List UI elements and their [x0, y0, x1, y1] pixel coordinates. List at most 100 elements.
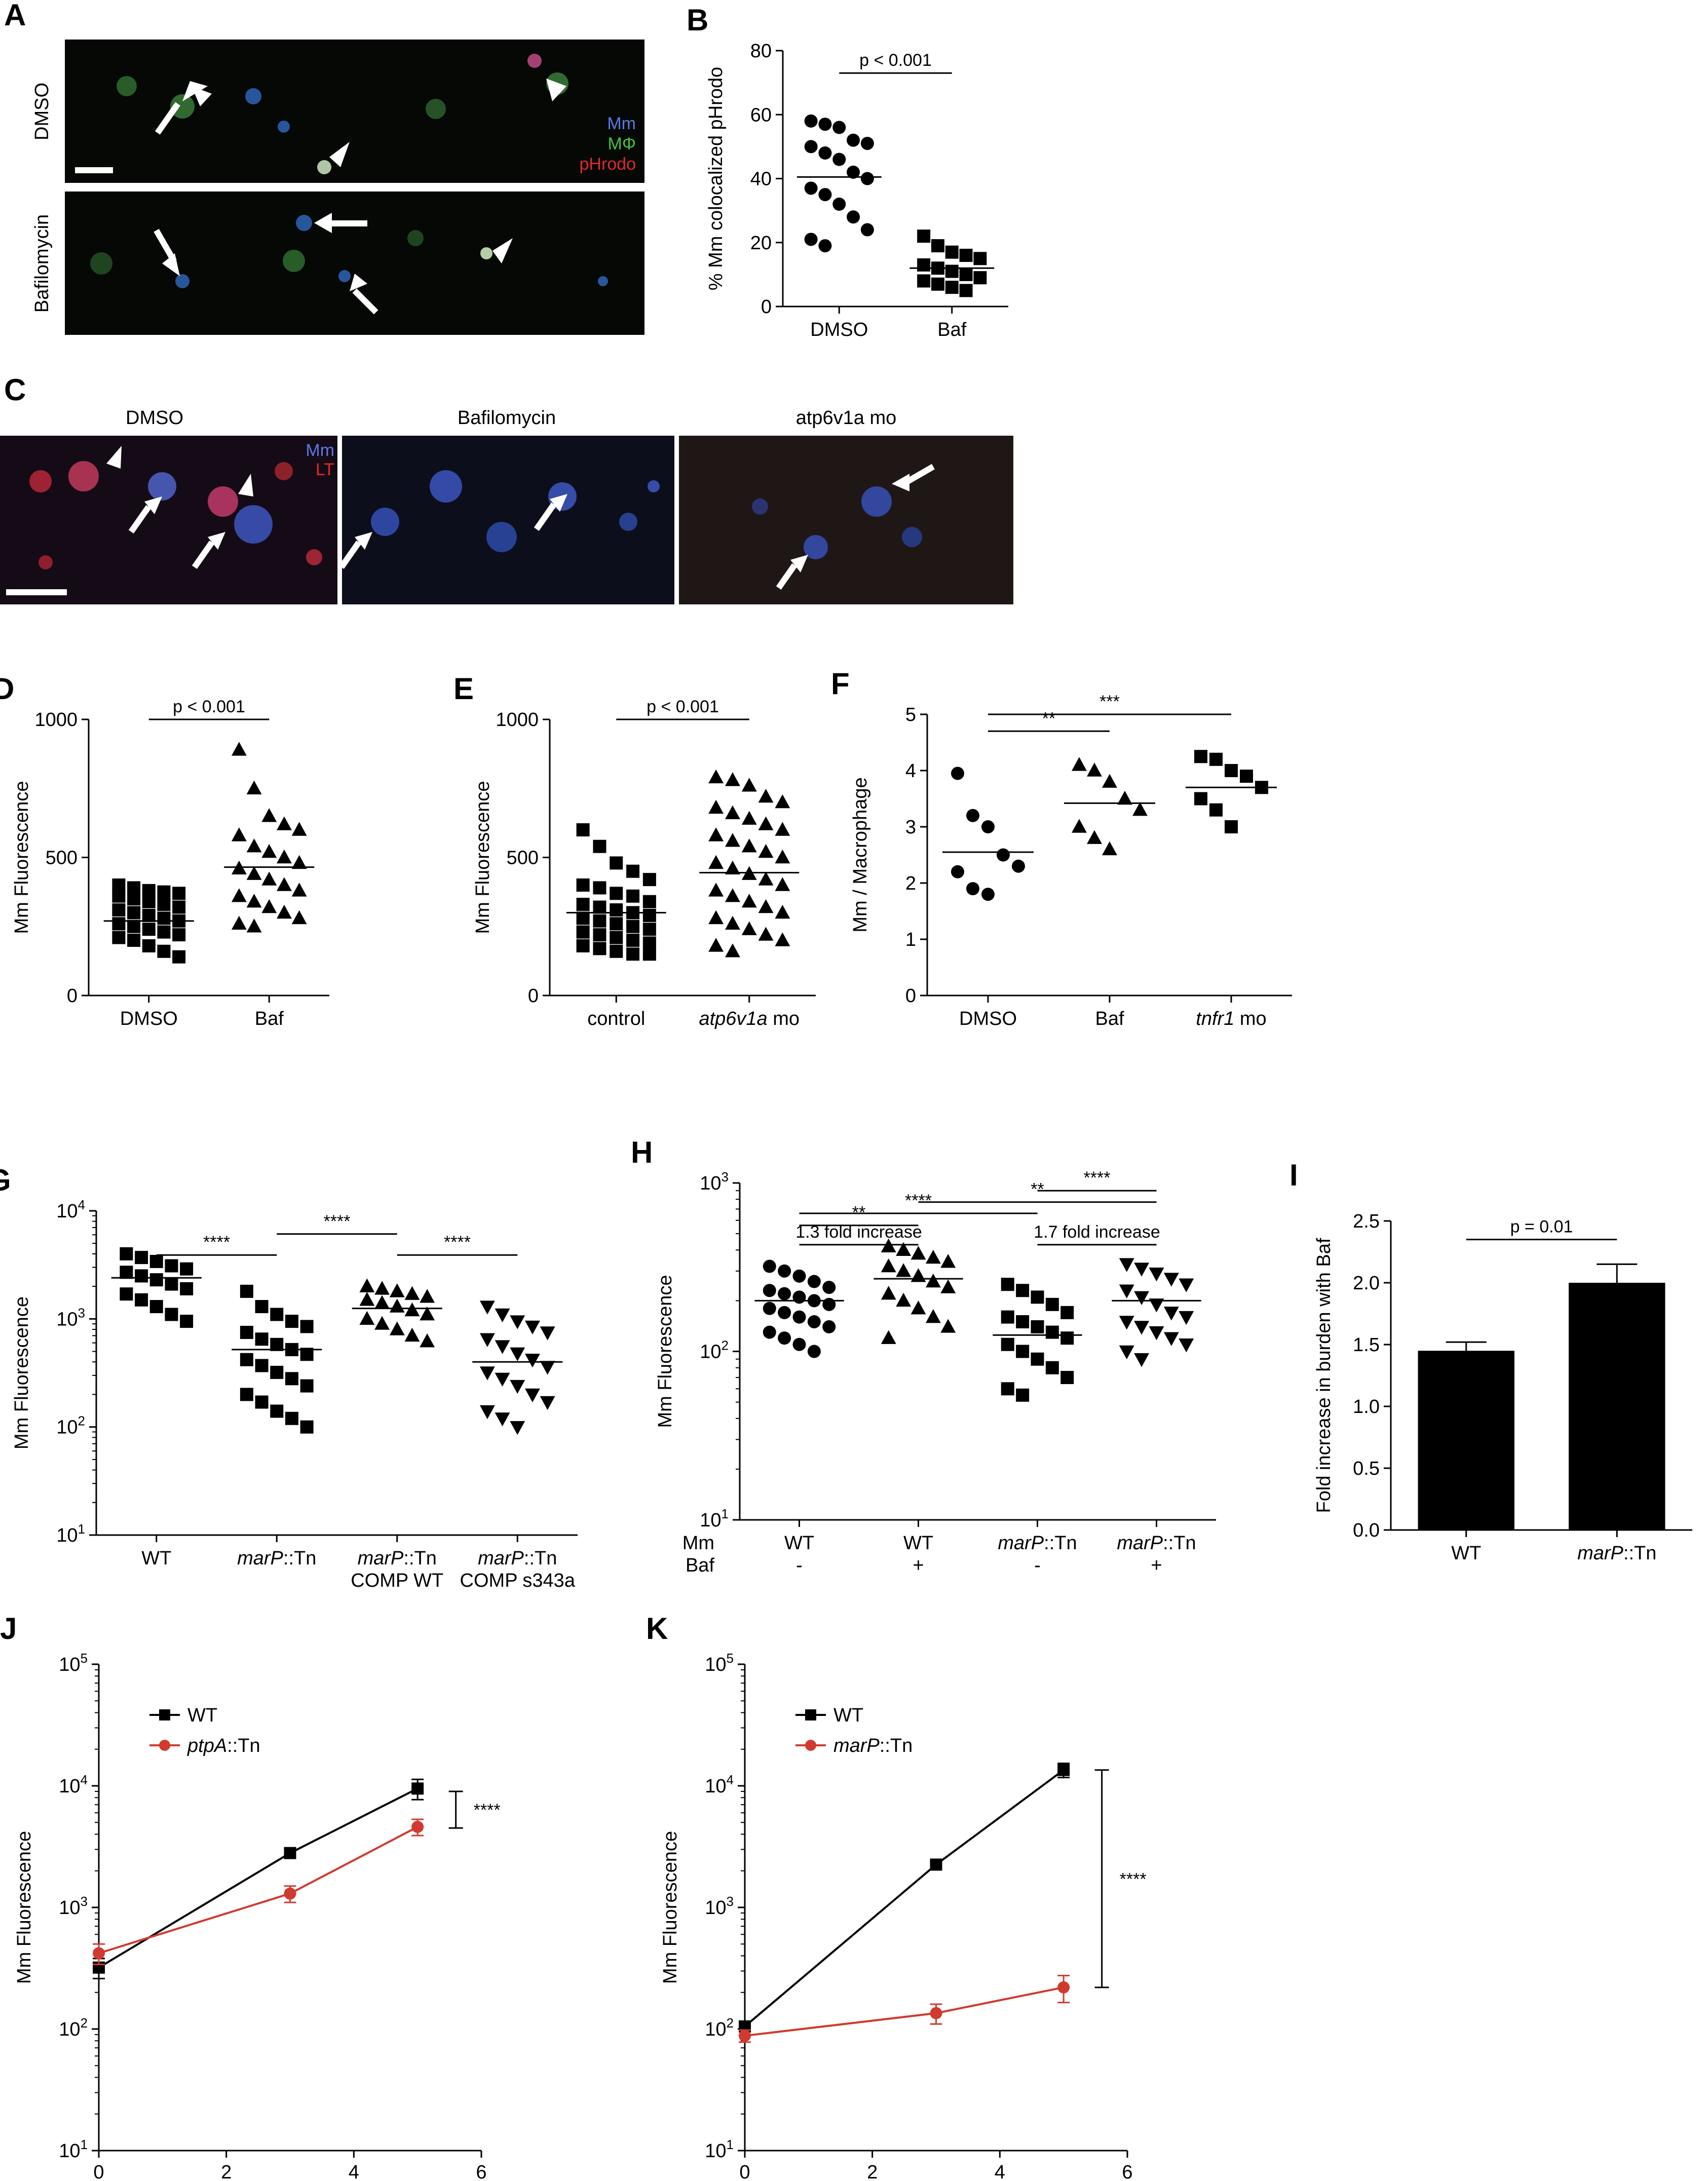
data-point: [157, 911, 171, 925]
data-point: [818, 118, 832, 131]
data-point: [180, 1315, 194, 1328]
data-point: [1134, 1353, 1150, 1367]
data-point: [792, 1337, 806, 1351]
y-tick-label: 60: [750, 104, 772, 126]
legend-marker: [159, 1740, 170, 1751]
data-point: [626, 889, 640, 903]
data-point: [896, 1263, 912, 1277]
data-point: [1149, 1326, 1164, 1341]
y-axis-label: Mm Fluorescence: [11, 1296, 32, 1449]
data-point: [420, 1333, 435, 1348]
y-tick-label: 102: [56, 1413, 85, 1438]
significance-label: ****: [324, 1212, 351, 1231]
data-point: [495, 1412, 510, 1427]
x-tick-label: 0: [739, 2162, 750, 2181]
data-point: [758, 844, 774, 858]
y-tick-label: 103: [59, 1894, 88, 1919]
data-point: [284, 1887, 296, 1900]
data-point: [708, 910, 724, 925]
panel-d-label: D: [0, 672, 14, 706]
x-tick-label: 4: [349, 2162, 359, 2181]
data-point: [1119, 1258, 1134, 1272]
data-point: [1087, 830, 1102, 844]
data-point: [626, 947, 640, 961]
y-tick-label: 2.0: [1353, 1273, 1380, 1294]
x-tick-label: COMP s343a: [460, 1570, 576, 1591]
data-point: [1045, 1325, 1059, 1339]
panel-a-label: A: [4, 0, 26, 32]
data-point: [917, 258, 931, 272]
panel-c-label: C: [4, 373, 26, 407]
data-point: [231, 742, 247, 756]
x-tick-label: marP::Tn: [998, 1533, 1077, 1554]
x-tick-label: COMP WT: [351, 1570, 443, 1591]
data-point: [300, 1320, 314, 1333]
arrowhead-icon: [192, 79, 566, 263]
data-point: [1087, 762, 1102, 777]
data-point: [495, 1372, 510, 1387]
data-point: [276, 904, 292, 919]
data-point: [741, 921, 757, 935]
data-point: [725, 943, 740, 958]
y-axis-label: Mm Fluorescence: [660, 1831, 681, 1984]
data-point: [479, 1333, 495, 1347]
data-point: [1057, 1981, 1070, 1994]
micrograph-bafilomycin: [65, 192, 644, 335]
data-point: [1031, 1290, 1044, 1304]
x-tick-label: 6: [476, 2162, 486, 2181]
data-point: [404, 1327, 420, 1342]
data-point: [1179, 1338, 1194, 1353]
data-point: [1045, 1361, 1059, 1374]
data-point: [420, 1289, 435, 1303]
data-point: [930, 2007, 942, 2019]
y-tick-label: 102: [700, 1338, 729, 1363]
data-point: [276, 849, 292, 864]
data-point: [725, 915, 740, 930]
data-point: [881, 1330, 896, 1344]
panel-c: C DMSO Bafilomycin atp6v1a mo: [0, 373, 1013, 604]
data-point: [261, 871, 277, 886]
data-point: [495, 1340, 510, 1354]
data-point: [1016, 1284, 1030, 1297]
x-tick-label: control: [587, 1008, 645, 1029]
y-axis-label: Mm / Macrophage: [850, 777, 871, 932]
data-point: [246, 838, 262, 853]
y-tick-label: 0: [528, 985, 539, 1007]
significance-label: ****: [203, 1233, 230, 1252]
data-point: [763, 1284, 776, 1297]
data-point: [1060, 1306, 1074, 1319]
bar: [1569, 1283, 1665, 1530]
data-point: [135, 1251, 148, 1265]
data-point: [1209, 752, 1223, 766]
data-point: [1149, 1268, 1164, 1282]
data-point: [959, 284, 973, 297]
x-tick-label: WT: [141, 1548, 171, 1569]
data-point: [270, 1404, 284, 1418]
data-point: [725, 805, 740, 819]
data-point: [411, 1820, 424, 1833]
data-point: [120, 1247, 133, 1260]
data-point: [758, 789, 774, 803]
data-point: [626, 920, 640, 933]
data-point: [593, 839, 606, 853]
data-point: [127, 892, 141, 906]
data-point: [610, 856, 623, 870]
data-point: [1012, 859, 1025, 873]
data-point: [593, 900, 606, 914]
data-point: [1102, 774, 1117, 788]
data-point: [149, 1254, 163, 1268]
legend-marker: [805, 1709, 816, 1720]
data-point: [725, 888, 740, 902]
data-point: [725, 860, 740, 874]
x-tick-label: DMSO: [959, 1008, 1017, 1029]
data-point: [270, 1308, 284, 1321]
y-tick-label: 102: [59, 2015, 88, 2040]
significance-label: ****: [905, 1191, 932, 1210]
x-tick-label: marP::Tn: [237, 1548, 316, 1569]
data-point: [818, 188, 832, 202]
data-point: [1194, 750, 1207, 763]
y-tick-label: 5: [905, 704, 916, 725]
y-tick-label: 104: [56, 1197, 85, 1222]
y-tick-label: 103: [700, 1169, 729, 1194]
data-point: [246, 780, 262, 794]
